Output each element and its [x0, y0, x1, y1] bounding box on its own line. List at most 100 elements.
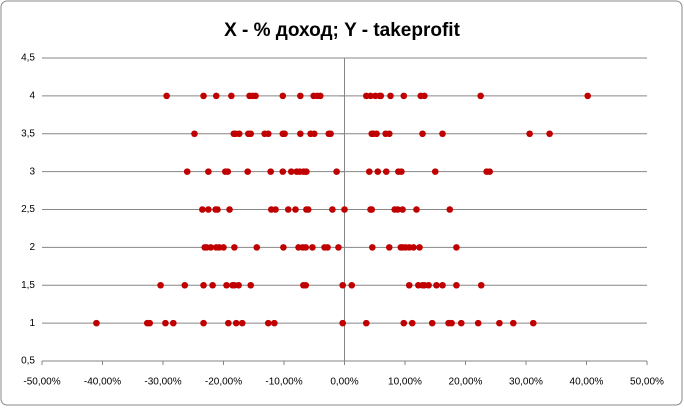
point [529, 319, 537, 327]
point [526, 130, 533, 138]
point [477, 281, 485, 289]
point [232, 319, 240, 327]
point [453, 244, 460, 251]
x-tick-label: 30,00% [509, 377, 543, 388]
chart-title: X - % доход; Y - takeprofit [224, 20, 460, 41]
point [297, 92, 304, 100]
point [367, 92, 374, 100]
point [238, 319, 246, 327]
point [284, 206, 292, 213]
point [486, 168, 494, 175]
point [272, 206, 279, 213]
point [235, 281, 242, 289]
y-tick-label: 4 [29, 91, 35, 102]
point [327, 130, 334, 138]
point [93, 319, 100, 327]
point [408, 319, 416, 327]
point [329, 206, 336, 213]
point [267, 168, 274, 175]
x-tick-label: -30,00% [144, 377, 181, 388]
point [419, 130, 426, 138]
point [200, 92, 207, 100]
point [333, 168, 340, 175]
x-tick-label: -20,00% [205, 377, 242, 388]
point [416, 244, 423, 251]
point [546, 130, 553, 138]
x-tick-label: 10,00% [388, 377, 422, 388]
point [374, 168, 382, 175]
point [385, 130, 393, 138]
point [302, 244, 310, 251]
point [224, 168, 232, 175]
point [200, 319, 207, 327]
point [169, 319, 177, 327]
y-tick-label: 3,5 [21, 128, 35, 139]
point [304, 206, 312, 213]
point [279, 92, 287, 100]
point [287, 168, 295, 175]
point [200, 281, 207, 289]
point [366, 168, 373, 175]
y-tick-label: 1 [29, 318, 35, 329]
point [385, 244, 393, 251]
point [199, 206, 206, 213]
point [297, 130, 304, 138]
point [205, 206, 212, 213]
x-tick-label: 50,00% [630, 377, 664, 388]
point [348, 281, 356, 289]
point [339, 319, 346, 327]
y-tick-label: 1,5 [21, 280, 35, 291]
point [279, 168, 287, 175]
point [309, 244, 316, 251]
point [280, 244, 287, 251]
point [281, 130, 288, 138]
point [223, 281, 230, 289]
point [400, 319, 408, 327]
point [457, 319, 465, 327]
x-tick-label: -10,00% [265, 377, 302, 388]
x-tick-label: -40,00% [84, 377, 121, 388]
point [341, 206, 348, 213]
y-tick-label: 2,5 [21, 204, 35, 215]
x-tick-label: 0,00% [330, 377, 358, 388]
point [226, 206, 233, 213]
point [271, 319, 278, 327]
x-tick-label: 20,00% [449, 377, 483, 388]
point [431, 168, 439, 175]
point [496, 319, 503, 327]
y-tick-label: 4,5 [21, 53, 35, 64]
point [264, 130, 272, 138]
x-tick-label: 40,00% [570, 377, 604, 388]
point [394, 206, 402, 213]
point [400, 92, 408, 100]
point [439, 281, 446, 289]
point [398, 168, 405, 175]
point [387, 92, 394, 100]
point [228, 92, 235, 100]
point [317, 92, 324, 100]
point [399, 206, 406, 213]
point [377, 92, 385, 100]
point [421, 92, 428, 100]
point [220, 244, 227, 251]
point [362, 319, 370, 327]
point [212, 92, 220, 100]
point [253, 244, 261, 251]
point [244, 168, 251, 175]
point [225, 319, 232, 327]
point [191, 130, 198, 138]
point [410, 244, 417, 251]
point [425, 281, 432, 289]
point [163, 92, 170, 100]
point [439, 130, 446, 138]
point [368, 206, 376, 213]
y-tick-label: 2 [29, 242, 35, 253]
point [205, 168, 212, 175]
point [584, 92, 592, 100]
point [214, 206, 221, 213]
point [162, 319, 169, 327]
y-tick-label: 0,5 [21, 356, 35, 367]
point [247, 130, 255, 138]
